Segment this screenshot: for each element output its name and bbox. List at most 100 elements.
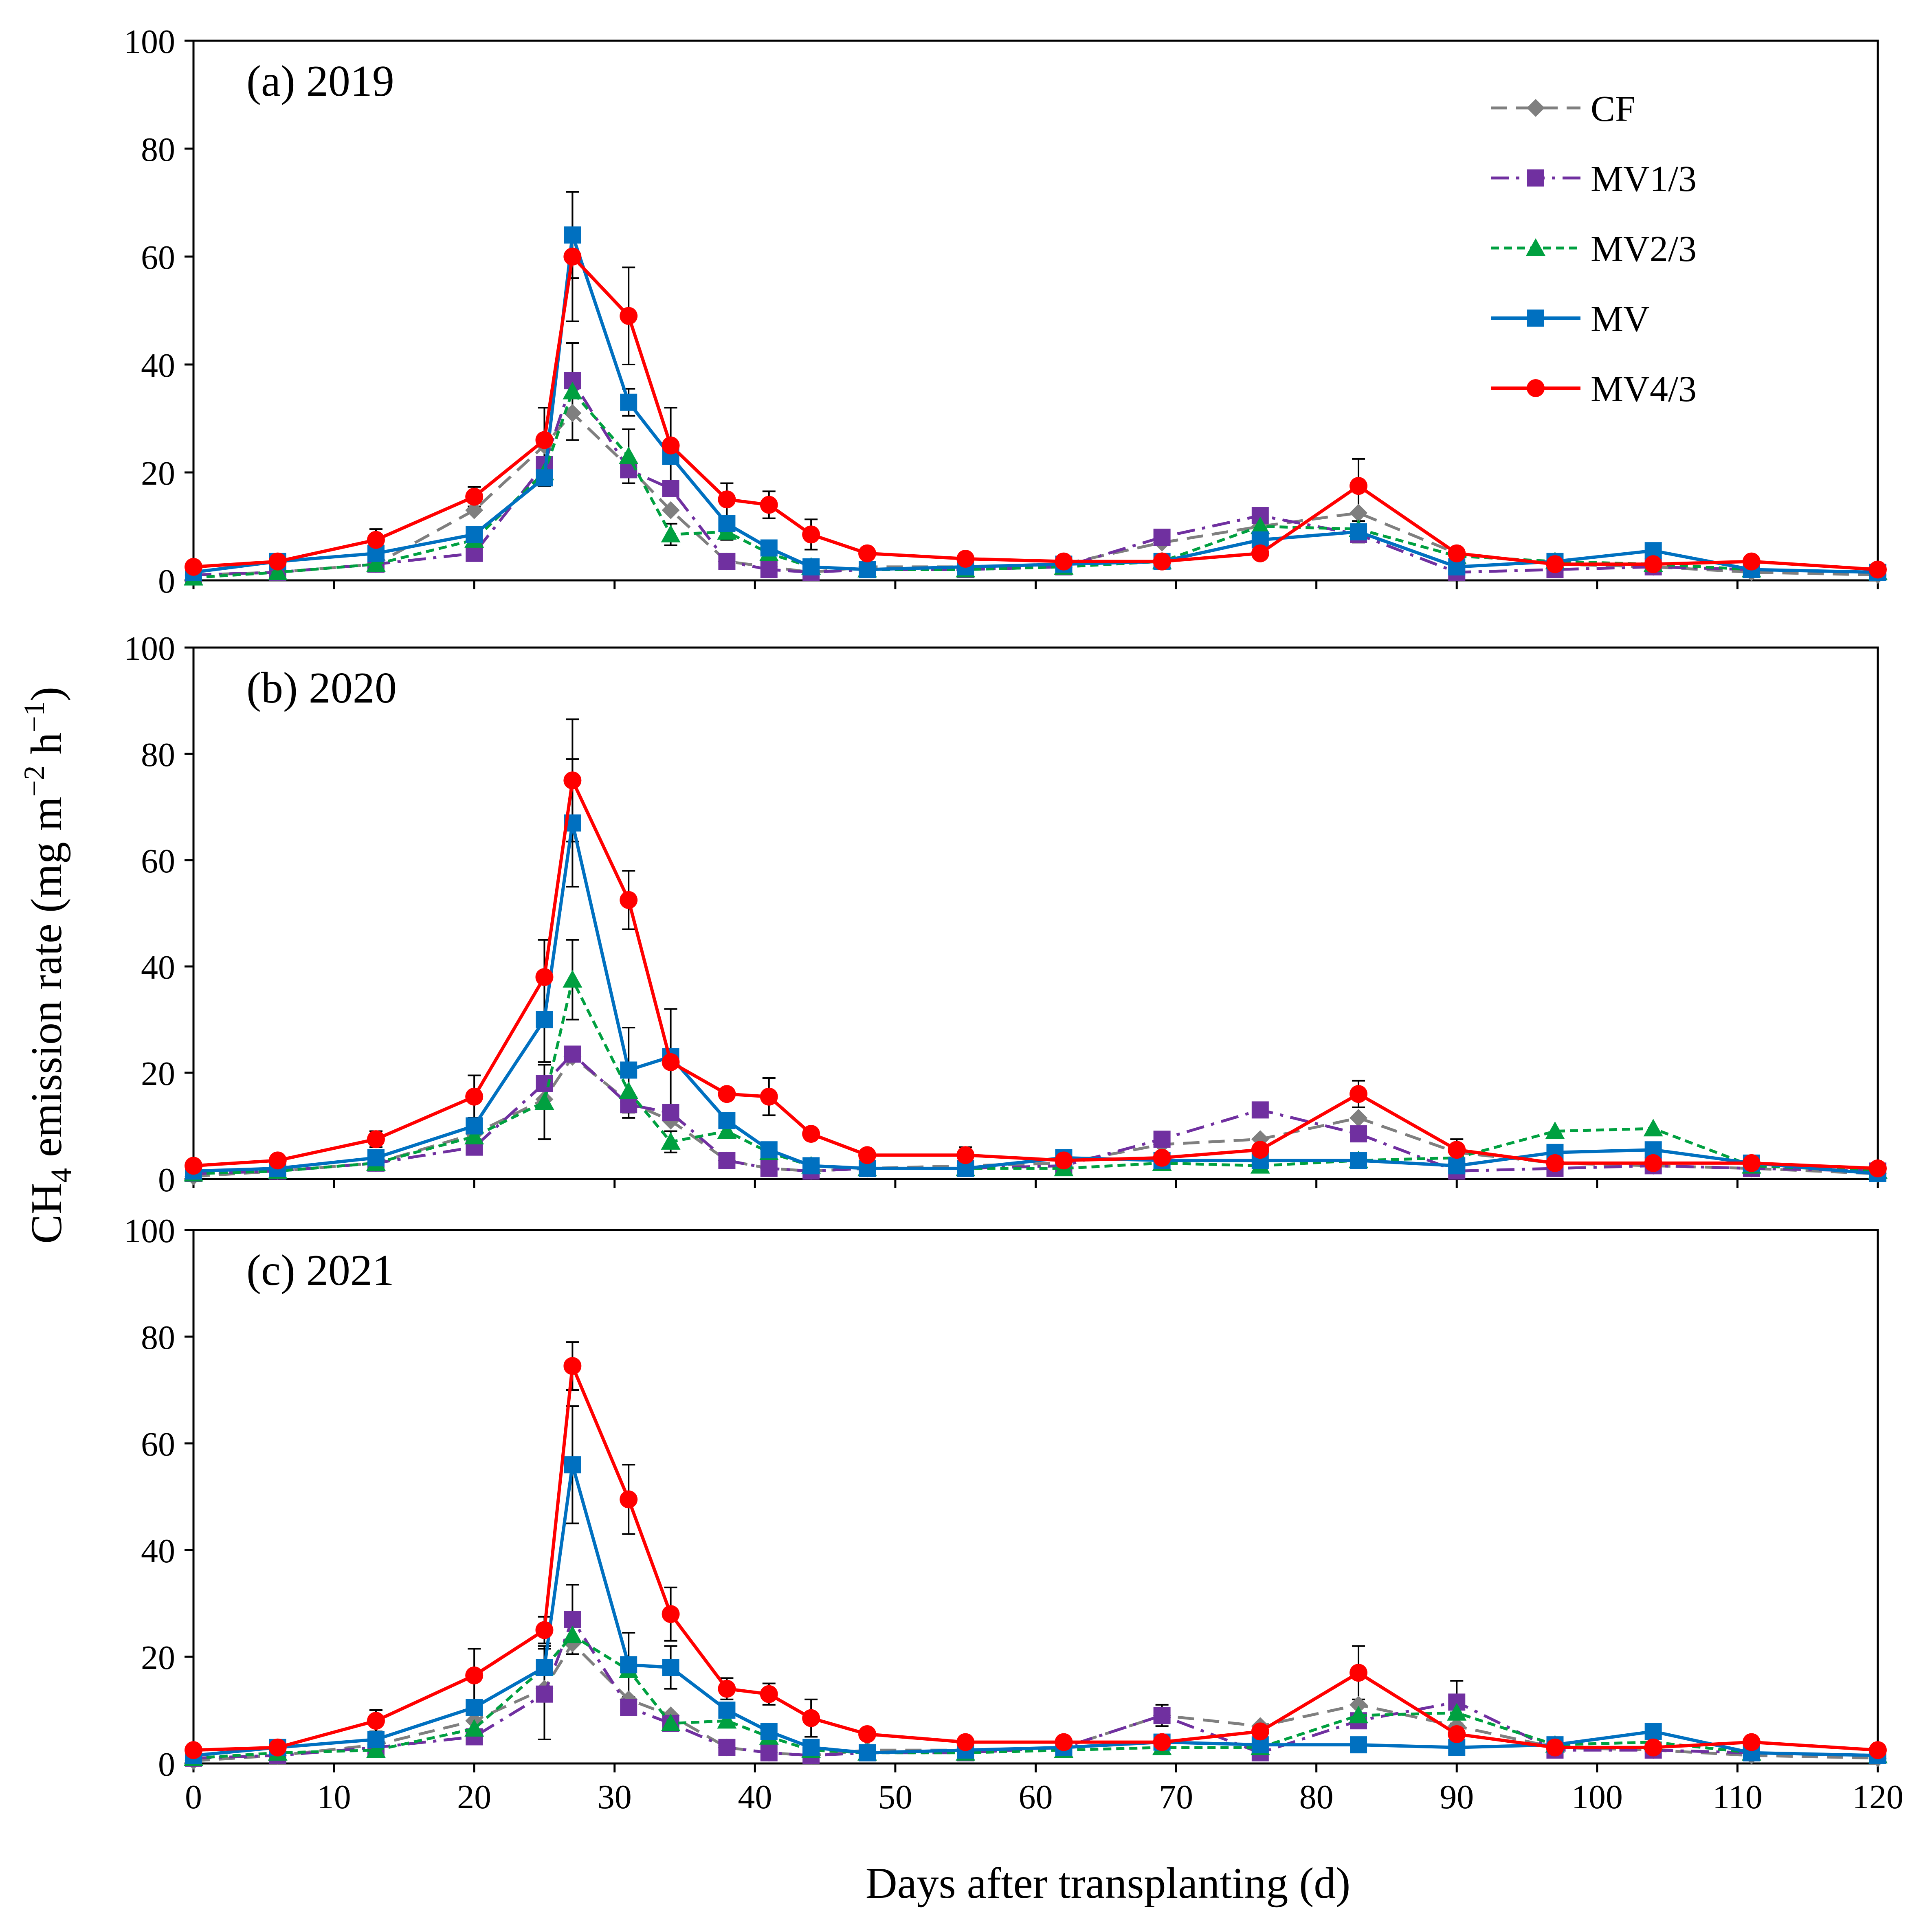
plot-frame xyxy=(192,1229,1879,1765)
data-point xyxy=(1644,1154,1662,1172)
data-point xyxy=(564,1611,581,1628)
data-point xyxy=(620,891,638,909)
data-point xyxy=(1350,1664,1368,1682)
series-line-mv4-3 xyxy=(193,1365,1878,1752)
data-point xyxy=(619,1081,639,1099)
data-point xyxy=(858,1146,876,1164)
data-point xyxy=(1251,544,1269,562)
data-point xyxy=(535,431,554,449)
data-point xyxy=(620,393,637,411)
y-tick-label: 60 xyxy=(141,239,175,277)
panel-title: (c) 2021 xyxy=(246,1246,394,1295)
data-point xyxy=(1742,552,1761,571)
data-point xyxy=(760,1685,778,1703)
data-point xyxy=(1153,1148,1171,1167)
data-point xyxy=(619,446,639,464)
data-point xyxy=(1350,504,1368,522)
data-point xyxy=(718,515,736,532)
data-point xyxy=(1250,516,1270,534)
series-line-mv xyxy=(193,822,1878,1175)
data-point xyxy=(1251,1141,1269,1159)
data-point xyxy=(1644,555,1662,573)
data-point xyxy=(1349,1706,1369,1724)
data-point xyxy=(367,1149,385,1166)
data-point xyxy=(802,525,820,544)
legend-label: MV4/3 xyxy=(1591,369,1697,409)
data-point xyxy=(563,771,582,790)
data-point xyxy=(564,1456,581,1473)
data-point xyxy=(802,1709,820,1727)
data-point xyxy=(661,1132,681,1150)
x-tick-label: 60 xyxy=(1019,1778,1053,1816)
series-line-mv1-3 xyxy=(193,1616,1878,1760)
data-point xyxy=(956,1146,975,1164)
y-tick-label: 60 xyxy=(141,1425,175,1463)
legend-label: MV xyxy=(1591,299,1650,339)
data-point xyxy=(1643,1119,1663,1137)
data-point xyxy=(1546,1738,1564,1757)
panel-1: 0 20 40 60 80 100 (a) 2019 xyxy=(124,23,1888,600)
data-point xyxy=(661,525,681,542)
series-line-mv4-3 xyxy=(193,775,1878,1170)
series-line-mv1-3 xyxy=(193,1052,1878,1175)
data-point xyxy=(465,1087,484,1106)
legend-marker xyxy=(1527,169,1544,187)
legend-item: CF xyxy=(1491,89,1635,129)
data-point xyxy=(1350,1125,1367,1143)
data-point xyxy=(563,970,582,988)
data-point xyxy=(1350,523,1367,540)
legend-item: MV xyxy=(1491,299,1650,339)
data-point xyxy=(185,558,202,576)
data-point xyxy=(620,1699,637,1716)
x-tick-label: 80 xyxy=(1299,1778,1334,1816)
legend: CF MV1/3 MV2/3 MV MV4/3 xyxy=(1491,89,1697,409)
data-point xyxy=(465,501,484,519)
data-point xyxy=(1055,1151,1073,1170)
series-line-mv4-3 xyxy=(193,253,1878,571)
data-point xyxy=(1350,1152,1367,1169)
legend-marker xyxy=(1527,379,1545,397)
data-point xyxy=(1153,1733,1171,1751)
y-tick-label: 80 xyxy=(141,736,175,774)
data-point xyxy=(760,1159,778,1177)
data-point xyxy=(536,469,553,487)
data-point xyxy=(620,307,638,325)
data-point xyxy=(956,1733,975,1751)
data-point xyxy=(466,1117,483,1135)
data-point xyxy=(268,552,287,571)
data-point xyxy=(563,382,582,400)
x-tick-label: 30 xyxy=(598,1778,632,1816)
y-tick-label: 40 xyxy=(141,949,175,986)
series-line-mv xyxy=(193,1464,1878,1757)
y-tick-label: 100 xyxy=(124,630,175,668)
series-line-mv2-3 xyxy=(193,1634,1878,1760)
y-tick-label: 40 xyxy=(141,347,175,384)
data-point xyxy=(718,1152,736,1169)
data-point xyxy=(718,1112,736,1129)
data-point xyxy=(367,1731,385,1748)
data-point xyxy=(802,1125,820,1143)
y-tick-label: 0 xyxy=(158,562,175,600)
data-point xyxy=(858,1725,876,1743)
data-point xyxy=(466,1699,483,1716)
y-tick-label: 20 xyxy=(141,1639,175,1677)
data-point xyxy=(1448,1725,1466,1743)
data-point xyxy=(535,1621,554,1639)
y-tick-label: 80 xyxy=(141,131,175,169)
data-point xyxy=(464,1126,484,1144)
series-line-mv1-3 xyxy=(193,377,1878,577)
data-point xyxy=(662,436,680,455)
data-point xyxy=(802,1739,820,1756)
data-point xyxy=(367,1712,385,1730)
x-tick-label: 70 xyxy=(1159,1778,1193,1816)
data-point xyxy=(802,1157,820,1175)
data-point xyxy=(760,1141,778,1159)
data-point xyxy=(564,226,581,244)
x-tick-label: 120 xyxy=(1852,1778,1903,1816)
data-point xyxy=(268,1151,287,1170)
panel-2: 0 20 40 60 80 100 (b) 2020 xyxy=(124,630,1888,1199)
y-tick-label: 20 xyxy=(141,455,175,492)
data-point xyxy=(718,1702,736,1719)
